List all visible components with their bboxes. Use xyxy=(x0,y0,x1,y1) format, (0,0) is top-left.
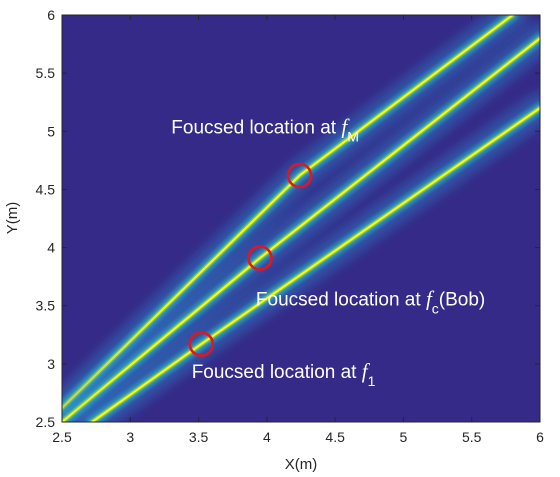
beam-layer xyxy=(62,15,540,422)
focus-marker-2 xyxy=(247,245,273,271)
annotation-text: Foucsed location at xyxy=(171,118,341,139)
x-tick-label: 4 xyxy=(263,429,271,445)
annotation-subscript: c xyxy=(432,301,439,317)
x-tick-label: 3 xyxy=(126,429,134,445)
y-tick-label: 4.5 xyxy=(36,181,56,197)
beam-peak xyxy=(91,107,540,422)
y-tick-label: 6 xyxy=(47,7,55,23)
y-tick-label: 4 xyxy=(47,240,55,256)
beam-2 xyxy=(62,22,540,422)
annotation-subscript: M xyxy=(347,129,359,145)
annotation-subscript: 1 xyxy=(368,373,376,389)
beam-1 xyxy=(62,15,529,422)
annotation-suffix: (Bob) xyxy=(439,290,485,311)
annotation-text: Foucsed location at xyxy=(192,362,362,383)
x-axis-label: X(m) xyxy=(285,456,318,473)
x-axis: 2.5 3 3.5 4 4.5 5 5.5 6 xyxy=(52,15,544,445)
focus-marker-1 xyxy=(286,162,313,189)
x-tick-label: 4.5 xyxy=(325,429,345,445)
annotation-3: Foucsed location at f1 xyxy=(192,359,376,389)
x-tick-label: 5.5 xyxy=(462,429,482,445)
focus-marker-layer xyxy=(188,162,313,357)
annotation-2: Foucsed location at fc(Bob) xyxy=(256,287,485,317)
y-axis: 2.5 3 3.5 4 4.5 5 5.5 6 xyxy=(36,7,540,430)
x-tick-label: 3.5 xyxy=(189,429,209,445)
y-tick-label: 3.5 xyxy=(36,298,56,314)
focus-marker-3 xyxy=(188,331,215,357)
x-tick-label: 5 xyxy=(400,429,408,445)
y-tick-label: 3 xyxy=(47,356,55,372)
y-tick-label: 5.5 xyxy=(36,65,56,81)
x-tick-label: 6 xyxy=(536,429,544,445)
annotation-text: Foucsed location at xyxy=(256,290,426,311)
annotation-symbol: f xyxy=(426,287,435,311)
y-axis-label: Y(m) xyxy=(4,202,21,235)
y-tick-label: 2.5 xyxy=(36,414,56,430)
plot-frame xyxy=(61,14,541,423)
annotation-symbol: f xyxy=(341,115,350,139)
annotation-symbol: f xyxy=(362,359,371,383)
beam-peak xyxy=(62,15,514,409)
y-tick-label: 5 xyxy=(47,123,55,139)
x-tick-label: 2.5 xyxy=(52,429,72,445)
beam-3 xyxy=(76,92,540,422)
annotation-1: Foucsed location at fM xyxy=(171,115,359,145)
beam-peak xyxy=(62,37,540,422)
